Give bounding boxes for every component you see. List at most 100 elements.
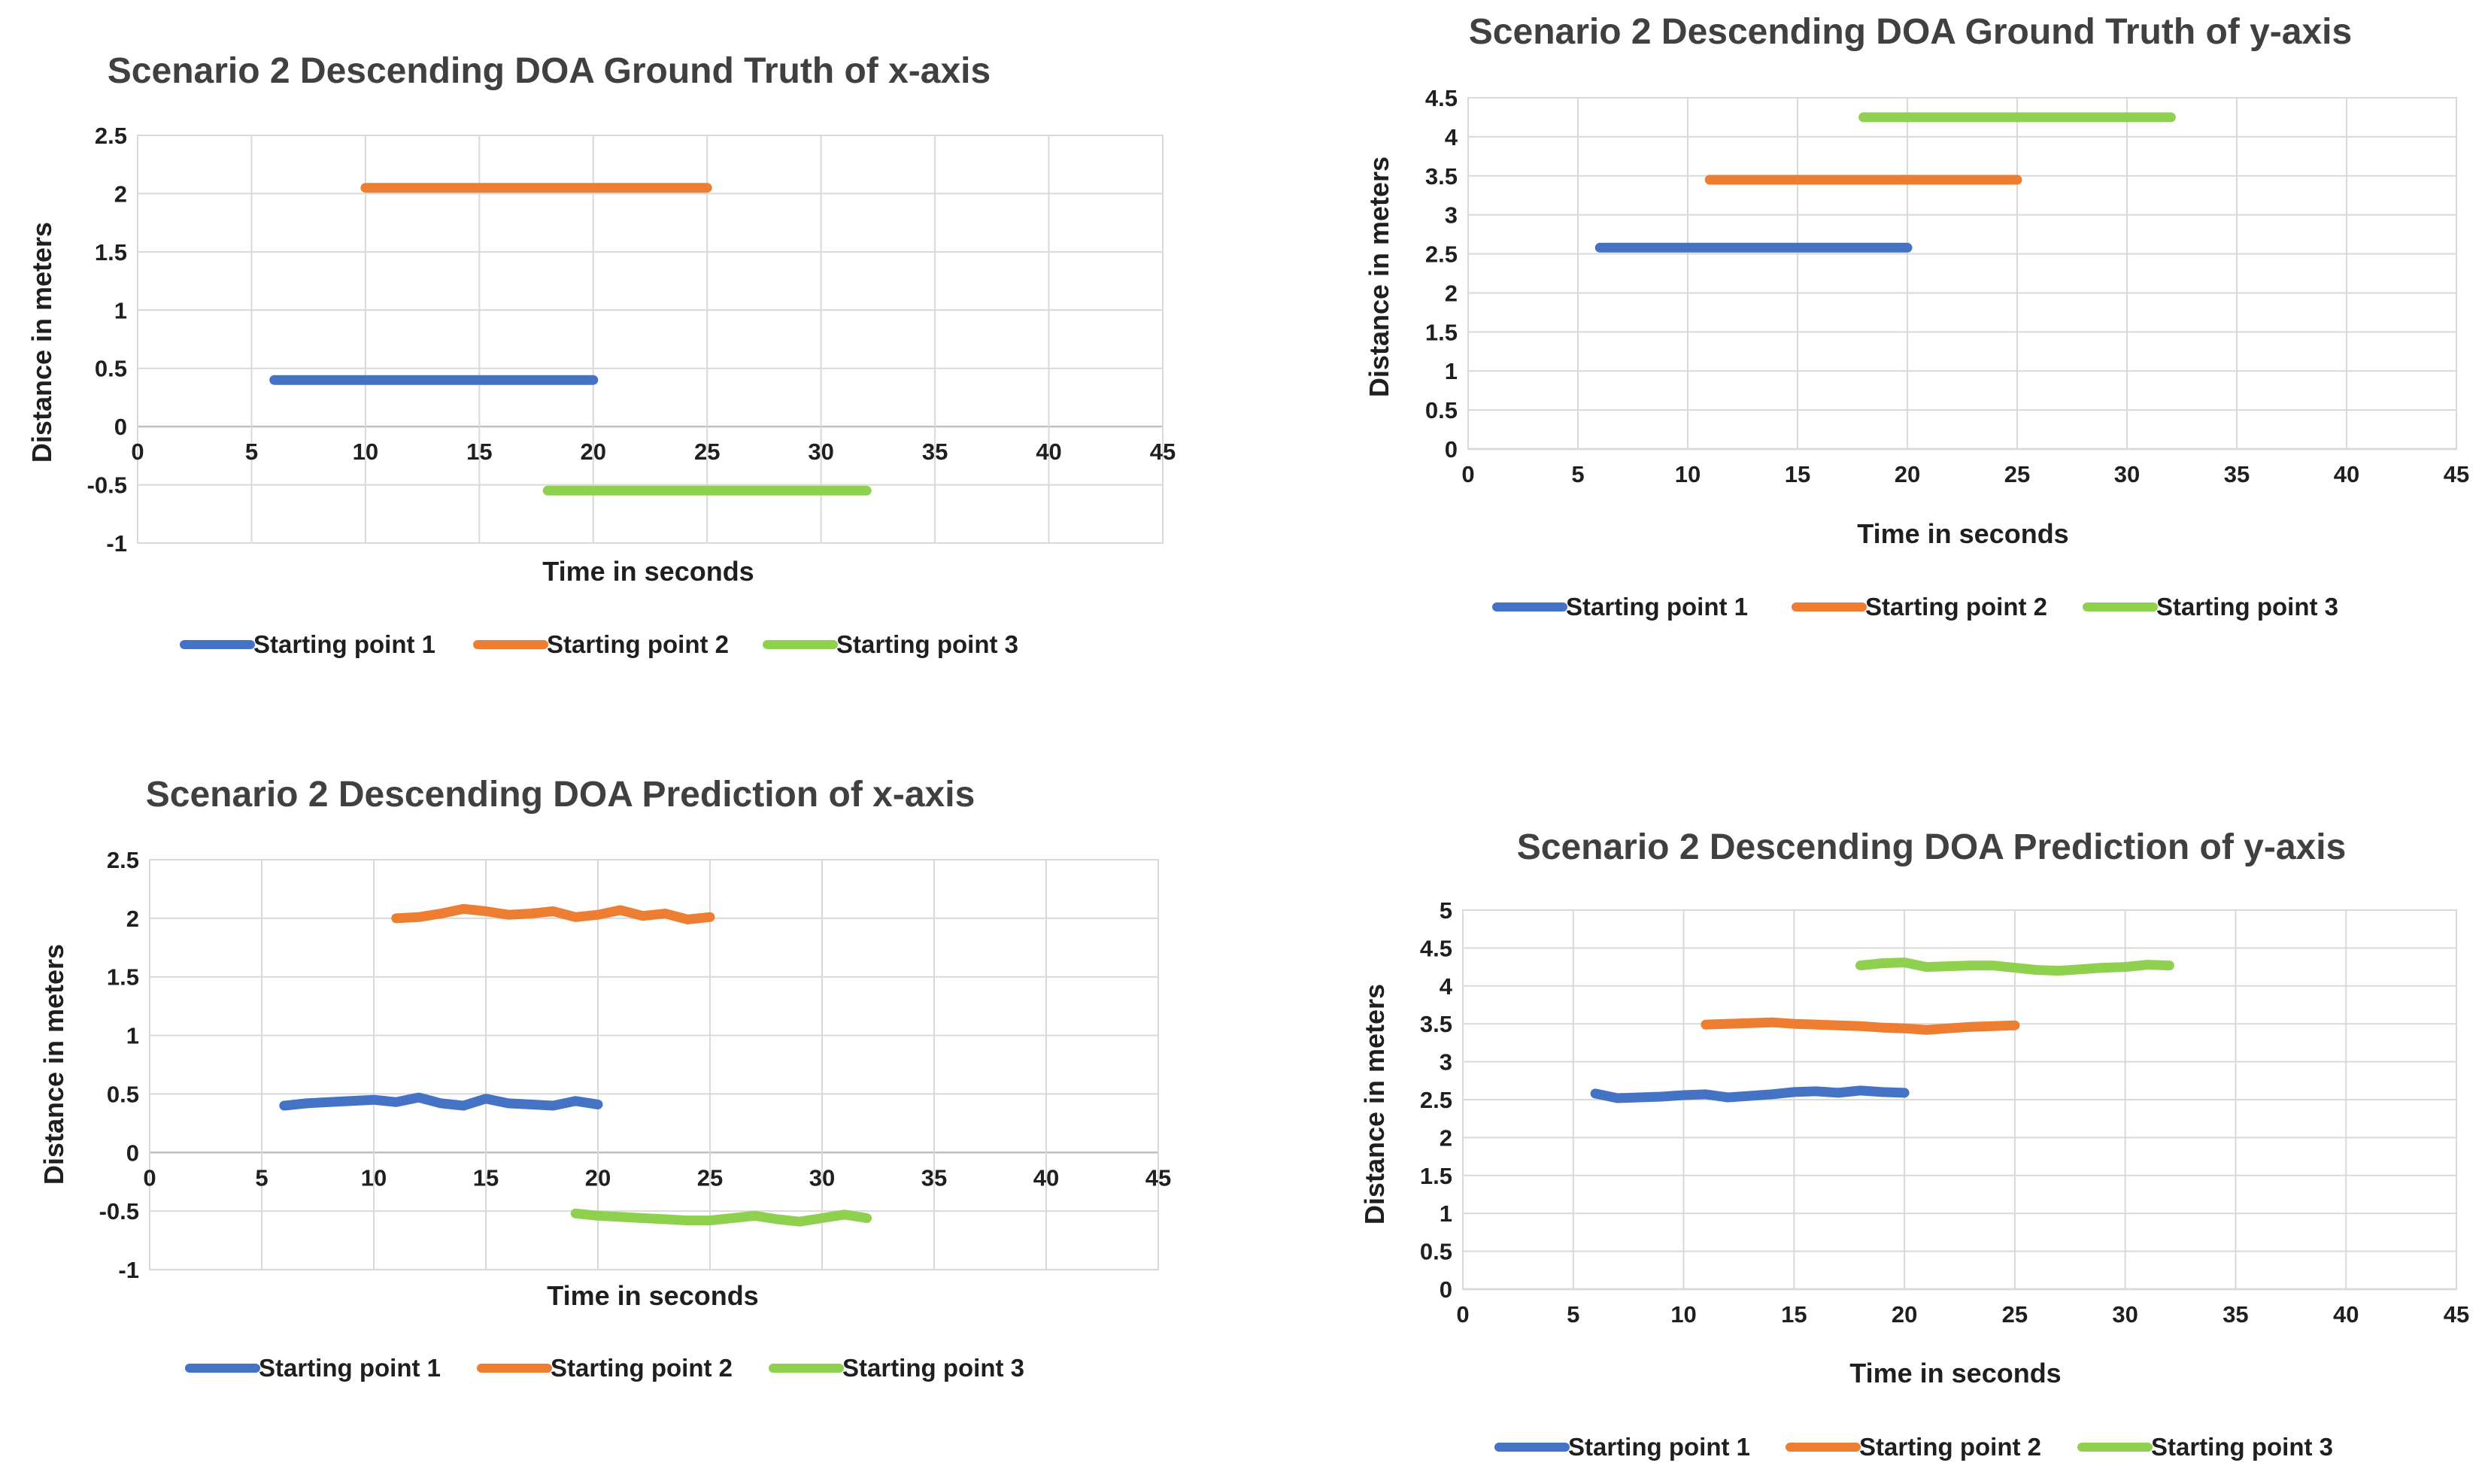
y-tick-label: 2.5 [1425, 241, 1458, 268]
x-axis-label: Time in seconds [547, 1280, 758, 1311]
chart-ground-truth-x: Scenario 2 Descending DOA Ground Truth o… [26, 51, 1176, 658]
x-tick-label: 20 [1892, 1301, 1917, 1328]
x-tick-label: 40 [2333, 1301, 2359, 1328]
y-tick-label: -0.5 [99, 1198, 139, 1225]
plot-frame [1462, 909, 2457, 1290]
x-tick-label: 0 [1456, 1301, 1469, 1328]
y-tick-label: 0.5 [95, 356, 127, 382]
y-tick-label: 1 [1445, 358, 1458, 384]
series-line-starting-point-3 [1855, 957, 2174, 976]
chart-title: Scenario 2 Descending DOA Prediction of … [1517, 827, 2347, 867]
y-tick-label: 3 [1440, 1049, 1452, 1076]
x-tick-label: 25 [2002, 1301, 2028, 1328]
y-tick-label: 0 [1445, 436, 1458, 463]
x-tick-label: 20 [581, 439, 606, 465]
x-tick-label: 30 [2112, 1301, 2138, 1328]
y-tick-label: 0 [1440, 1276, 1452, 1303]
x-tick-label: 25 [694, 439, 720, 465]
y-tick-label: -1 [118, 1257, 139, 1283]
y-tick-label: 1.5 [1425, 319, 1458, 345]
legend-label-starting-point-3: Starting point 3 [2151, 1433, 2333, 1461]
y-tick-label: 4 [1440, 973, 1453, 1000]
x-tick-label: 10 [1675, 461, 1701, 487]
plot-frame [137, 135, 1164, 544]
legend-label-starting-point-3: Starting point 3 [842, 1354, 1024, 1382]
series-line-starting-point-2 [1701, 1017, 2020, 1035]
chart-prediction-y: Scenario 2 Descending DOA Prediction of … [1359, 827, 2469, 1461]
legend-label-starting-point-1: Starting point 1 [1568, 1433, 1750, 1461]
x-tick-label: 15 [466, 439, 492, 465]
x-tick-label: 10 [353, 439, 378, 465]
x-tick-label: 20 [1895, 461, 1920, 487]
chart-prediction-x: Scenario 2 Descending DOA Prediction of … [38, 775, 1171, 1382]
y-axis-label: Distance in meters [26, 222, 57, 463]
y-axis-label: Distance in meters [1364, 156, 1394, 397]
y-tick-label: 2 [1440, 1124, 1452, 1151]
x-tick-label: 30 [808, 439, 833, 465]
x-tick-label: 35 [2222, 1301, 2248, 1328]
x-tick-label: 15 [473, 1164, 499, 1191]
y-tick-label: 4 [1445, 124, 1458, 150]
chart-title: Scenario 2 Descending DOA Ground Truth o… [1469, 12, 2352, 52]
x-tick-label: 40 [2334, 461, 2359, 487]
y-axis-label: Distance in meters [38, 944, 69, 1185]
x-tick-label: 5 [245, 439, 258, 465]
x-axis-label: Time in seconds [542, 556, 754, 587]
y-tick-label: 0 [114, 414, 127, 440]
x-tick-label: 0 [1461, 461, 1474, 487]
chart-title: Scenario 2 Descending DOA Prediction of … [146, 775, 975, 815]
y-tick-label: 3.5 [1425, 163, 1458, 190]
series-line-starting-point-1 [279, 1092, 603, 1111]
x-tick-label: 5 [255, 1164, 268, 1191]
x-tick-label: 35 [922, 439, 948, 465]
x-tick-label: 5 [1567, 1301, 1579, 1328]
y-tick-label: 4.5 [1420, 935, 1452, 961]
x-tick-label: 35 [921, 1164, 947, 1191]
x-tick-label: 10 [361, 1164, 387, 1191]
y-tick-label: 0.5 [1420, 1239, 1452, 1265]
y-tick-label: 1.5 [1420, 1163, 1452, 1189]
legend-label-starting-point-2: Starting point 2 [551, 1354, 733, 1382]
x-tick-label: 15 [1785, 461, 1810, 487]
x-tick-label: 25 [697, 1164, 723, 1191]
x-tick-label: 45 [2444, 461, 2469, 487]
chart-title: Scenario 2 Descending DOA Ground Truth o… [108, 51, 991, 91]
y-tick-label: 0 [126, 1140, 139, 1166]
x-tick-label: 45 [1145, 1164, 1171, 1191]
y-tick-label: 2.5 [1420, 1087, 1452, 1113]
legend-label-starting-point-1: Starting point 1 [253, 630, 435, 658]
chart-ground-truth-y: Scenario 2 Descending DOA Ground Truth o… [1364, 12, 2469, 621]
y-tick-label: 0.5 [107, 1081, 139, 1107]
x-tick-label: 30 [809, 1164, 835, 1191]
x-tick-label: 0 [131, 439, 144, 465]
series-line-starting-point-1 [1590, 1085, 1910, 1103]
x-tick-label: 0 [143, 1164, 156, 1191]
x-tick-label: 35 [2224, 461, 2250, 487]
y-tick-label: 2 [126, 906, 139, 932]
y-tick-label: 5 [1440, 897, 1452, 924]
x-tick-label: 5 [1571, 461, 1584, 487]
legend-label-starting-point-2: Starting point 2 [547, 630, 729, 658]
legend-label-starting-point-1: Starting point 1 [259, 1354, 441, 1382]
x-tick-label: 25 [2004, 461, 2030, 487]
legend-label-starting-point-2: Starting point 2 [1859, 1433, 2041, 1461]
y-axis-label: Distance in meters [1359, 984, 1390, 1225]
x-axis-label: Time in seconds [1857, 518, 2068, 549]
x-tick-label: 40 [1036, 439, 1061, 465]
x-tick-label: 15 [1781, 1301, 1807, 1328]
y-tick-label: 4.5 [1425, 85, 1458, 111]
series-line-starting-point-3 [570, 1208, 872, 1227]
x-tick-label: 45 [1150, 439, 1176, 465]
y-tick-label: -0.5 [87, 472, 127, 499]
x-tick-label: 40 [1033, 1164, 1059, 1191]
y-tick-label: 1 [114, 297, 127, 323]
series-line-starting-point-2 [391, 903, 715, 924]
plot-frame [149, 859, 1159, 1270]
legend-label-starting-point-3: Starting point 3 [836, 630, 1018, 658]
x-axis-label: Time in seconds [1849, 1358, 2061, 1388]
y-tick-label: 1 [126, 1023, 139, 1049]
y-tick-label: 0.5 [1425, 397, 1458, 423]
y-tick-label: 1.5 [107, 964, 139, 991]
